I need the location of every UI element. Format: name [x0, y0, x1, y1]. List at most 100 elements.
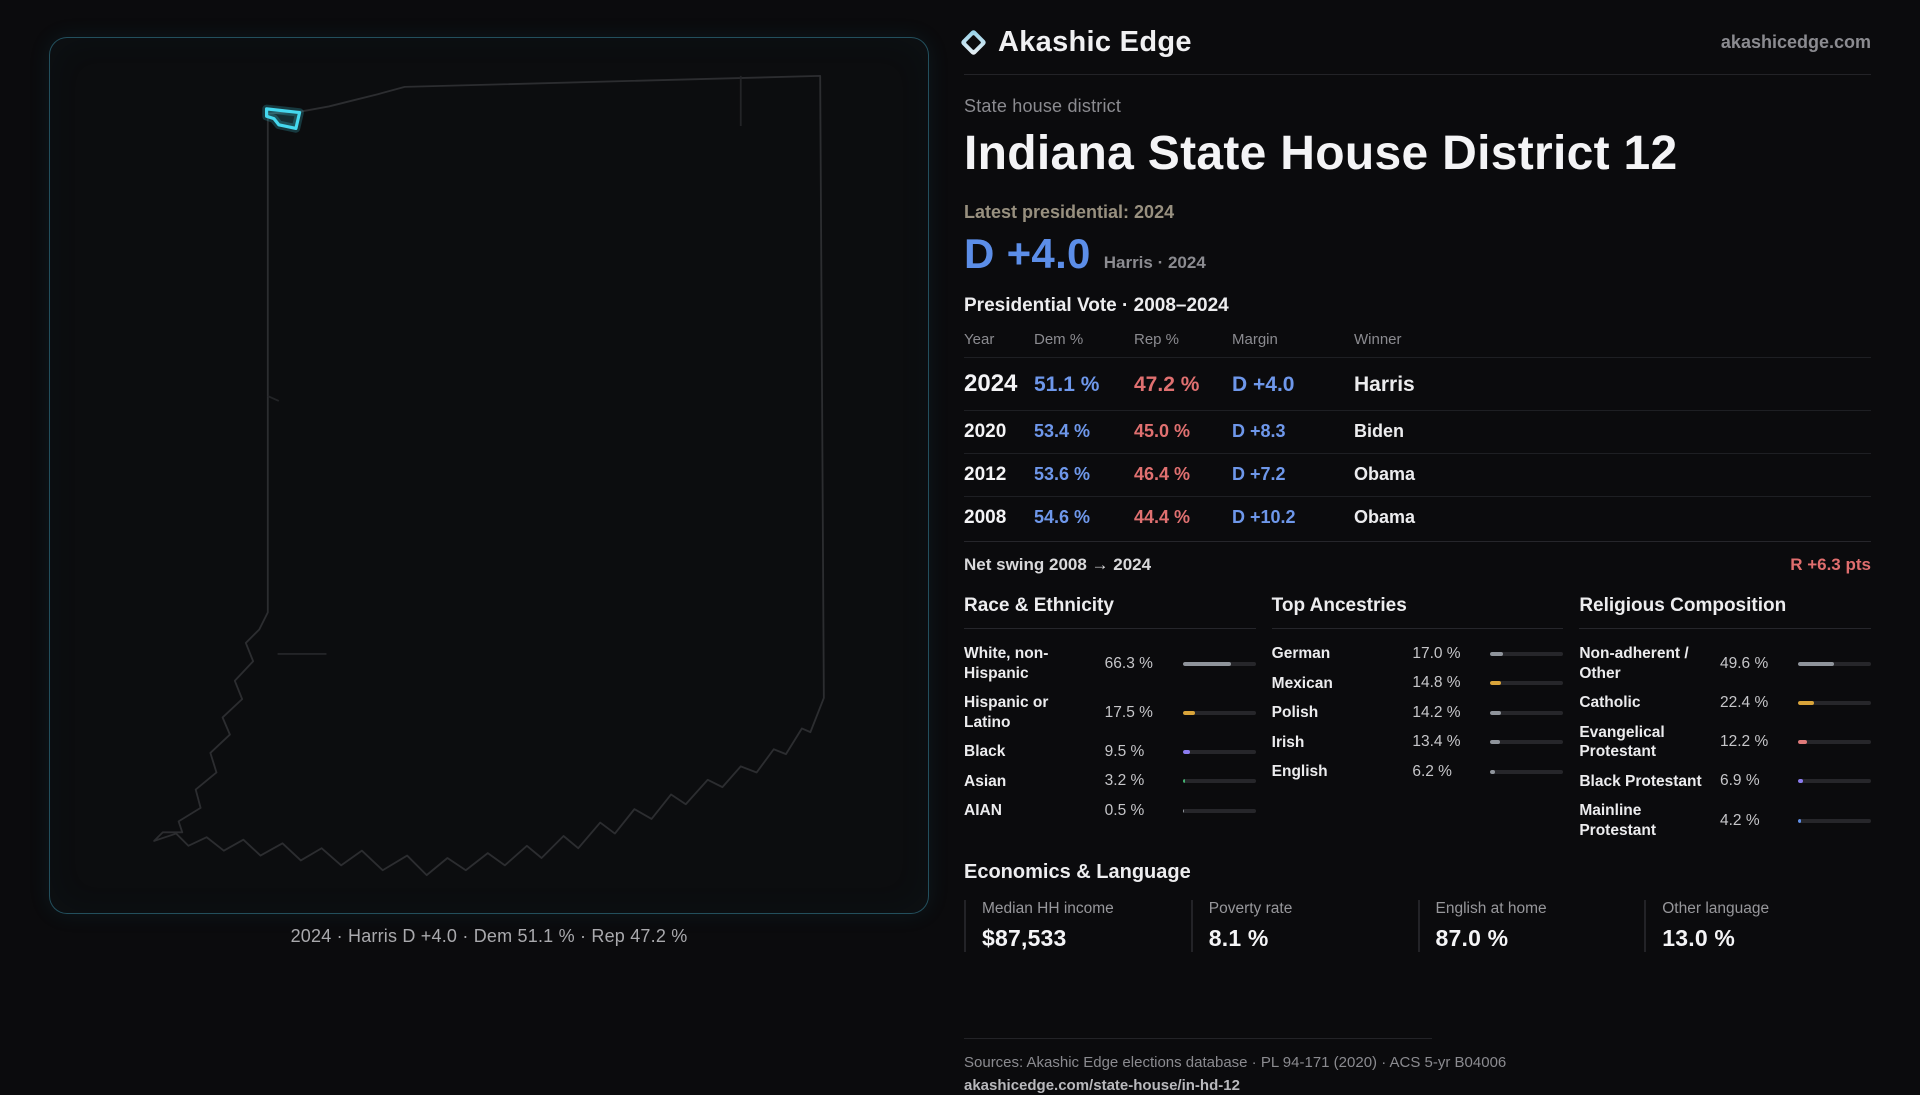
- demographic-label: Mexican: [1272, 674, 1405, 694]
- demographic-row: White, non-Hispanic 66.3 %: [964, 639, 1256, 688]
- demographic-label: White, non-Hispanic: [964, 644, 1097, 683]
- demographic-value: 9.5 %: [1105, 743, 1175, 761]
- vote-dem-pct: 54.6 %: [1034, 507, 1134, 528]
- brand-domain-link[interactable]: akashicedge.com: [1721, 32, 1871, 53]
- demographic-row: AIAN 0.5 %: [964, 796, 1256, 826]
- page-title: Indiana State House District 12: [964, 126, 1871, 181]
- report-column: Akashic Edge akashicedge.com State house…: [964, 26, 1871, 1095]
- state-outline: [154, 76, 824, 875]
- vote-margin: D +4.0: [1232, 373, 1354, 397]
- vote-margin: D +7.2: [1232, 464, 1354, 485]
- district-highlight[interactable]: [267, 109, 300, 129]
- demographic-value: 6.2 %: [1412, 763, 1482, 781]
- vote-winner: Obama: [1354, 507, 1871, 528]
- economics-card-value: 13.0 %: [1662, 925, 1871, 952]
- religion-column: Religious Composition Non-adherent / Oth…: [1579, 595, 1871, 845]
- demographic-bar-track: [1798, 662, 1871, 666]
- demographic-label: Hispanic or Latino: [964, 693, 1097, 732]
- demographic-row: Irish 13.4 %: [1272, 728, 1564, 758]
- brand: Akashic Edge: [964, 26, 1192, 59]
- vote-table-title: Presidential Vote · 2008–2024: [964, 295, 1871, 317]
- demographic-bar-track: [1490, 770, 1563, 774]
- vote-rep-pct: 46.4 %: [1134, 464, 1232, 485]
- demographic-bar-fill: [1798, 779, 1803, 783]
- demographic-value: 22.4 %: [1720, 694, 1790, 712]
- vote-year: 2024: [964, 370, 1034, 398]
- demographic-value: 4.2 %: [1720, 812, 1790, 830]
- race-ethnicity-column: Race & Ethnicity White, non-Hispanic 66.…: [964, 595, 1256, 845]
- demographic-value: 3.2 %: [1105, 772, 1175, 790]
- vote-table-row: 2024 51.1 % 47.2 % D +4.0 Harris: [964, 357, 1871, 410]
- vote-winner: Harris: [1354, 373, 1871, 397]
- demographic-value: 49.6 %: [1720, 655, 1790, 673]
- vote-rep-pct: 47.2 %: [1134, 373, 1232, 397]
- economics-card: Poverty rate 8.1 %: [1191, 900, 1418, 952]
- demographic-bar-fill: [1798, 662, 1834, 666]
- demographic-row: Evangelical Protestant 12.2 %: [1579, 718, 1871, 767]
- demographic-label: Black: [964, 742, 1097, 762]
- vote-table-row: 2008 54.6 % 44.4 % D +10.2 Obama: [964, 496, 1871, 539]
- economics-card: Other language 13.0 %: [1644, 900, 1871, 952]
- demographic-row: English 6.2 %: [1272, 757, 1564, 787]
- economics-card-label: English at home: [1436, 900, 1645, 918]
- demographic-value: 14.8 %: [1412, 674, 1482, 692]
- vote-year: 2020: [964, 421, 1034, 443]
- demographic-label: Catholic: [1579, 693, 1712, 713]
- vote-table-row: 2020 53.4 % 45.0 % D +8.3 Biden: [964, 410, 1871, 453]
- demographic-row: Black Protestant 6.9 %: [1579, 767, 1871, 797]
- net-swing-row: Net swing 2008 → 2024 R +6.3 pts: [964, 541, 1871, 575]
- indiana-state-map: [50, 38, 928, 913]
- vote-table-body: 2024 51.1 % 47.2 % D +4.0 Harris 2020 53…: [964, 357, 1871, 539]
- demographic-bar-track: [1490, 711, 1563, 715]
- vote-year: 2012: [964, 464, 1034, 486]
- latest-margin-value: D +4.0: [964, 230, 1091, 278]
- demographic-label: Mainline Protestant: [1579, 801, 1712, 840]
- demographic-value: 17.5 %: [1105, 704, 1175, 722]
- demographic-label: Polish: [1272, 703, 1405, 723]
- vote-rep-pct: 45.0 %: [1134, 421, 1232, 442]
- demographic-label: English: [1272, 762, 1405, 782]
- demographic-bar-fill: [1490, 681, 1501, 685]
- demographic-bar-track: [1490, 652, 1563, 656]
- latest-margin-row: D +4.0 Harris · 2024: [964, 230, 1871, 278]
- demographic-value: 0.5 %: [1105, 802, 1175, 820]
- district-boundary-line: [268, 396, 279, 401]
- demographic-bar-track: [1798, 740, 1871, 744]
- economics-grid: Median HH income $87,533 Poverty rate 8.…: [964, 900, 1871, 952]
- demographic-bar-fill: [1798, 740, 1807, 744]
- demographic-row: German 17.0 %: [1272, 639, 1564, 669]
- net-swing-value: R +6.3 pts: [1790, 555, 1871, 575]
- demographic-bar-fill: [1490, 711, 1500, 715]
- demographic-bar-fill: [1183, 750, 1190, 754]
- vote-rep-pct: 44.4 %: [1134, 507, 1232, 528]
- demographic-value: 17.0 %: [1412, 645, 1482, 663]
- district-kicker: State house district: [964, 96, 1871, 117]
- demographic-bar-track: [1183, 779, 1256, 783]
- vote-col-margin: Margin: [1232, 331, 1354, 348]
- vote-table-row: 2012 53.6 % 46.4 % D +7.2 Obama: [964, 453, 1871, 496]
- demographic-bar-track: [1490, 740, 1563, 744]
- demographic-bar-fill: [1490, 770, 1495, 774]
- site-header: Akashic Edge akashicedge.com: [964, 26, 1871, 75]
- ancestries-rows: German 17.0 % Mexican 14.8 % Polish 14.2…: [1272, 639, 1564, 787]
- demographic-label: AIAN: [964, 801, 1097, 821]
- demographic-bar-track: [1798, 819, 1871, 823]
- demographic-row: Polish 14.2 %: [1272, 698, 1564, 728]
- demographic-bar-track: [1798, 779, 1871, 783]
- economics-card-label: Poverty rate: [1209, 900, 1418, 918]
- demographic-bar-fill: [1490, 740, 1500, 744]
- demographic-row: Hispanic or Latino 17.5 %: [964, 688, 1256, 737]
- demographic-value: 12.2 %: [1720, 733, 1790, 751]
- demographic-value: 13.4 %: [1412, 733, 1482, 751]
- demographic-bar-track: [1183, 750, 1256, 754]
- race-ethnicity-title: Race & Ethnicity: [964, 595, 1256, 629]
- demographic-bar-fill: [1183, 711, 1196, 715]
- economics-card-label: Median HH income: [982, 900, 1191, 918]
- vote-col-dem: Dem %: [1034, 331, 1134, 348]
- demographic-bar-fill: [1183, 662, 1231, 666]
- demographic-bar-fill: [1798, 819, 1801, 823]
- vote-margin: D +8.3: [1232, 421, 1354, 442]
- demographic-bar-track: [1490, 681, 1563, 685]
- demographic-row: Black 9.5 %: [964, 737, 1256, 767]
- economics-title: Economics & Language: [964, 861, 1871, 884]
